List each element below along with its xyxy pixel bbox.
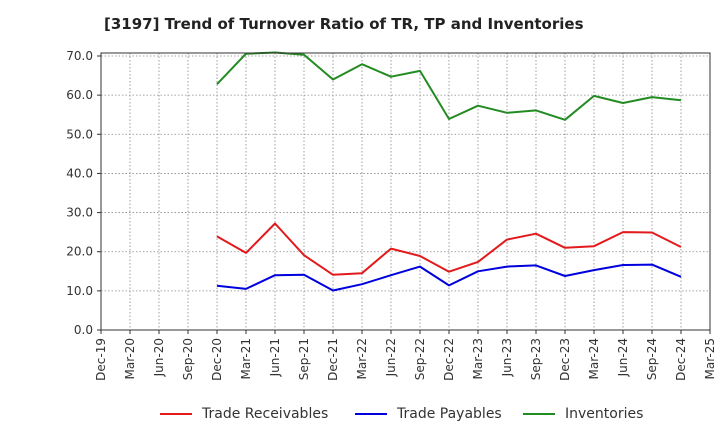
- x-tick-label: Dec-24: [674, 338, 688, 381]
- legend-item: Trade Receivables: [160, 404, 328, 424]
- legend-label: Inventories: [565, 406, 644, 422]
- x-tick-label: Mar-21: [239, 338, 253, 379]
- y-tick-label: 20.0: [66, 245, 93, 259]
- y-tick-label: 30.0: [66, 206, 93, 220]
- series-line-inventories: [216, 51, 682, 121]
- series-line-trade-payables: [216, 263, 682, 292]
- y-tick-label: 40.0: [66, 166, 93, 180]
- legend-swatch: [523, 413, 555, 415]
- legend-item: Trade Payables: [355, 404, 502, 424]
- x-axis-ticks: Dec-19 Mar-20 Jun-20 Sep-20 Dec-20 Mar-21 Jun-…: [94, 330, 717, 381]
- x-tick-label: Dec-23: [558, 338, 572, 381]
- legend: Trade Receivables Trade Payables Inventori…: [0, 404, 720, 428]
- y-tick-label: 70.0: [66, 49, 93, 63]
- x-tick-label: Mar-24: [587, 338, 601, 379]
- x-tick-label: Sep-20: [181, 338, 195, 380]
- legend-swatch: [160, 413, 192, 415]
- x-tick-label: Dec-21: [326, 338, 340, 381]
- x-tick-label: Sep-21: [297, 338, 311, 380]
- x-tick-label: Jun-23: [500, 338, 514, 377]
- x-tick-label: Dec-22: [442, 338, 456, 381]
- legend-swatch: [355, 413, 387, 415]
- y-axis-ticks: 0.0 10.0 20.0 30.0 40.0 50.0 60.0 70.0: [66, 49, 101, 337]
- y-tick-label: 0.0: [74, 323, 93, 337]
- x-tick-label: Mar-23: [471, 338, 485, 379]
- x-tick-label: Mar-22: [355, 338, 369, 379]
- legend-label: Trade Payables: [397, 406, 502, 422]
- x-tick-label: Sep-22: [413, 338, 427, 380]
- plot-frame: [100, 52, 711, 331]
- x-tick-label: Sep-24: [645, 338, 659, 380]
- legend-label: Trade Receivables: [202, 406, 329, 422]
- x-tick-label: Mar-20: [123, 338, 137, 379]
- y-tick-label: 10.0: [66, 284, 93, 298]
- x-tick-label: Sep-23: [529, 338, 543, 380]
- grid: [101, 53, 710, 331]
- x-tick-label: Jun-22: [384, 338, 398, 377]
- legend-item: Inventories: [523, 404, 643, 424]
- series-lines: [216, 51, 682, 292]
- chart-title: [3197] Trend of Turnover Ratio of TR, TP…: [104, 15, 584, 33]
- x-tick-label: Dec-19: [94, 338, 108, 381]
- series-line-trade-receivables: [216, 222, 682, 276]
- y-tick-label: 50.0: [66, 127, 93, 141]
- y-tick-label: 60.0: [66, 88, 93, 102]
- x-tick-label: Mar-25: [703, 338, 717, 379]
- x-tick-label: Jun-21: [268, 338, 282, 377]
- x-tick-label: Jun-20: [152, 338, 166, 377]
- x-tick-label: Jun-24: [616, 338, 630, 377]
- x-tick-label: Dec-20: [210, 338, 224, 381]
